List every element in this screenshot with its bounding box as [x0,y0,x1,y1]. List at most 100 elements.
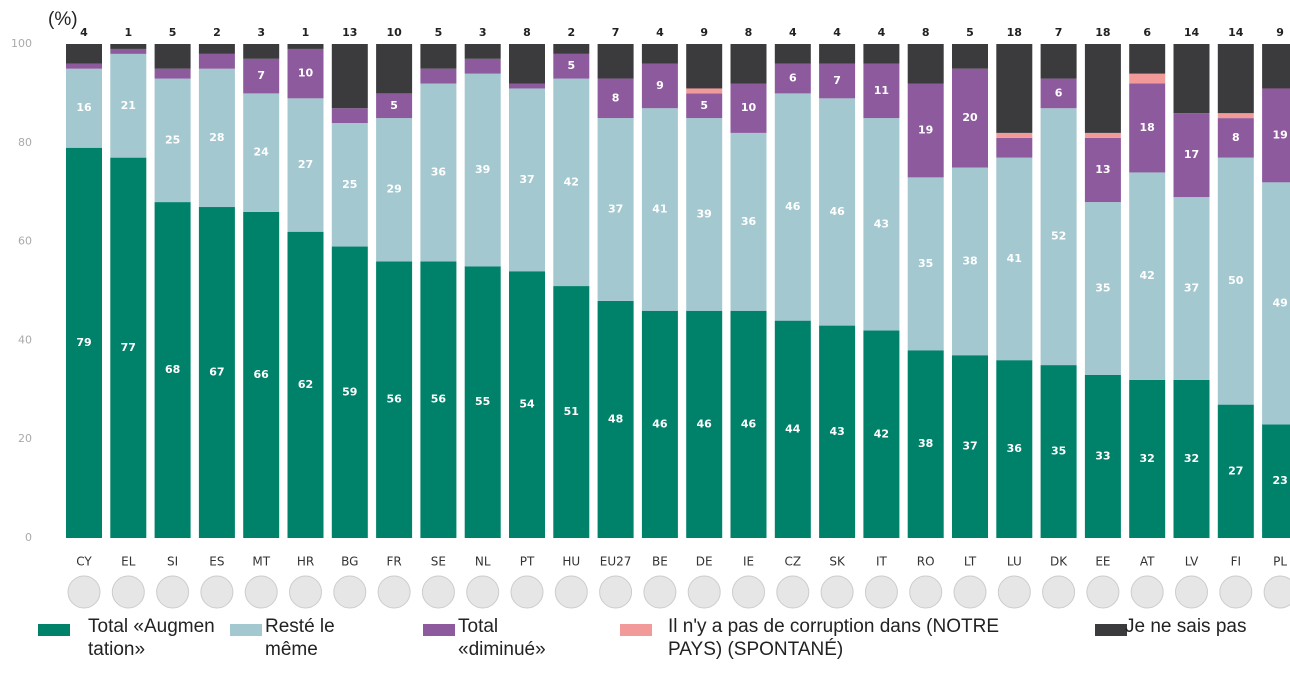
x-tick-label: SI [167,555,178,569]
chart: (%) 020406080100CY79164EL77211SI68255ES6… [11,9,1290,609]
data-label: 46 [697,417,713,430]
bar-segment [1173,44,1210,114]
bar-segment [287,231,324,538]
bar-segment [243,93,280,212]
legend-swatch [423,624,455,636]
bar-segment [819,44,856,64]
bar-segment [331,108,368,124]
bar-segment [1217,44,1254,114]
bar-segment [553,53,590,79]
bar-segment [154,78,191,203]
x-tick-label: EU27 [600,555,632,569]
data-label: 14 [1184,26,1200,39]
data-label: 1 [302,26,310,39]
bar-segment [730,310,767,538]
y-tick-label: 80 [18,136,32,149]
bar-segment [907,177,944,351]
x-tick-label: IE [743,555,754,569]
data-label: 20 [962,111,978,124]
bar-segment [907,350,944,538]
x-tick-label: FI [1231,555,1241,569]
data-label: 36 [741,215,757,228]
bar-segment [509,83,545,89]
bar-segment [952,355,988,538]
x-tick-label: BG [341,555,358,569]
bar-segment [907,44,944,84]
y-tick-label: 0 [25,531,32,544]
data-label: 37 [608,202,623,215]
data-label: 4 [878,26,886,39]
data-label: 16 [76,101,92,114]
data-label: 13 [1095,163,1110,176]
bar-segment [110,157,147,538]
bar-segment [509,88,545,272]
flag [67,575,101,609]
data-label: 10 [298,67,314,80]
bar-segment [243,211,280,538]
bar-segment [996,137,1033,158]
data-label: 59 [342,385,357,398]
flag [289,575,322,609]
flag [244,575,278,609]
flag [111,575,145,609]
data-label: 49 [1272,296,1287,309]
bar-segment [198,207,235,538]
data-label: 11 [874,84,889,97]
bar-segment [1262,44,1290,89]
bar-segment [641,310,678,538]
bar-segment [376,44,413,94]
flag [1219,575,1253,609]
bar-segment [464,73,501,267]
x-tick-label: NL [475,555,491,569]
data-label: 32 [1184,452,1199,465]
data-label: 46 [785,200,801,213]
bar-segment [110,44,147,49]
flag [997,575,1031,609]
flag [554,575,588,609]
bar-segment [420,68,457,84]
bar-segment [198,53,235,69]
data-label: 67 [209,366,224,379]
bar-segment [686,118,723,311]
bar-segment [376,118,413,262]
data-label: 42 [874,427,889,440]
legend-label: Resté le même [265,616,335,660]
bar-segment [420,44,457,69]
data-label: 51 [564,405,579,418]
bar-segment [641,63,678,109]
data-label: 44 [785,422,801,435]
flag [200,575,234,609]
x-tick-label: EL [121,555,136,569]
bar-segment [730,132,767,311]
data-label: 32 [1140,452,1155,465]
bar-segment [1040,108,1077,366]
bar-segment [774,320,811,538]
bar-segment [1129,379,1166,538]
data-label: 39 [475,163,490,176]
data-label: 25 [342,178,357,191]
data-label: 7 [612,26,620,39]
bar-segment [287,44,324,49]
data-label: 55 [475,395,490,408]
data-label: 43 [874,217,889,230]
x-tick-label: CZ [784,555,801,569]
data-label: 4 [789,26,797,39]
bar-segment [198,68,235,208]
data-label: 25 [165,133,180,146]
x-tick-label: LU [1007,555,1022,569]
bar-segment [774,63,811,94]
data-label: 4 [833,26,841,39]
bar-segment [1217,118,1254,158]
data-label: 35 [1095,282,1110,295]
data-label: 38 [962,254,977,267]
bar-segment [66,63,102,69]
bar-segment [1084,202,1121,375]
x-tick-label: SE [431,555,446,569]
legend-label: Total «diminué» [458,616,546,660]
data-label: 24 [254,146,270,159]
flag [1263,575,1290,609]
data-label: 21 [121,99,136,112]
data-label: 48 [608,412,623,425]
bar-segment [243,44,280,59]
